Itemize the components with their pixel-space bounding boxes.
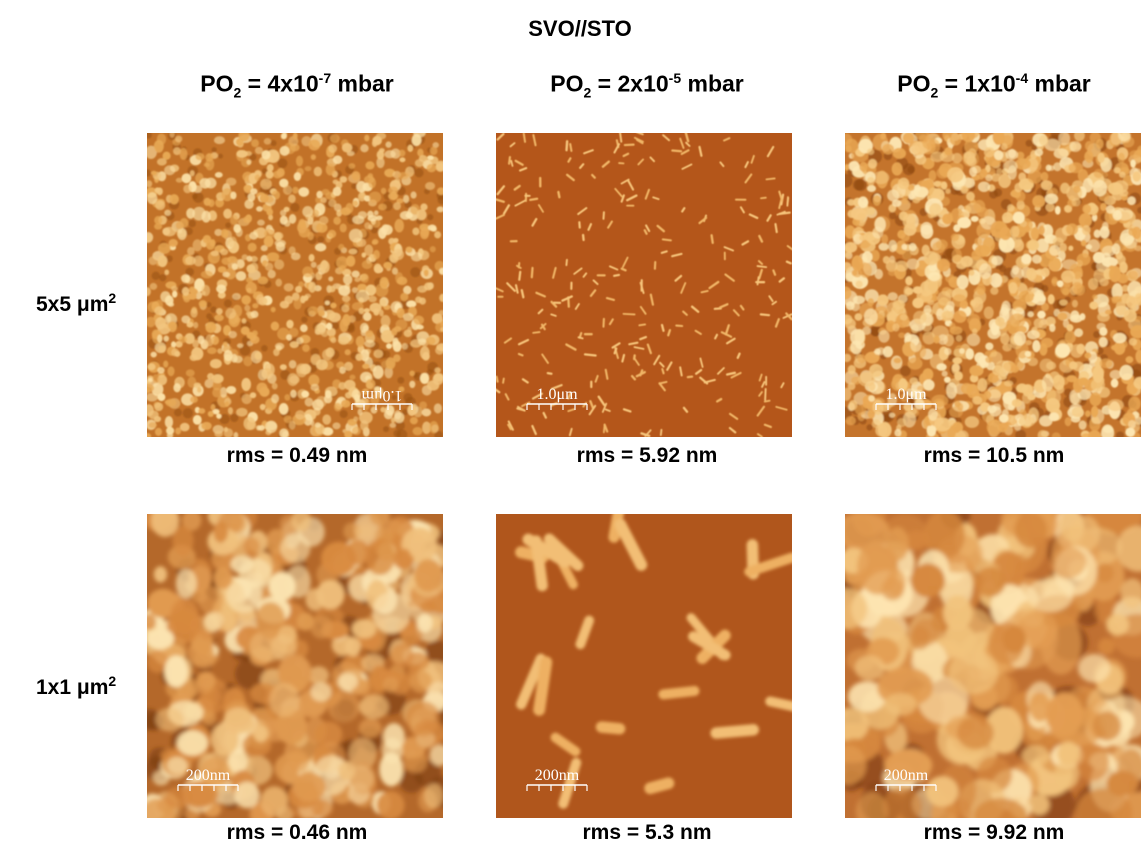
header-subscript: 2 bbox=[930, 84, 938, 100]
rms-caption: rms = 5.3 nm bbox=[583, 821, 712, 845]
rms-caption: rms = 5.92 nm bbox=[577, 444, 718, 468]
column-header: PO2 = 2x10-5 mbar bbox=[550, 70, 744, 100]
scale-bar: 1.0μm bbox=[351, 387, 413, 411]
header-text: PO bbox=[550, 71, 583, 97]
scale-bar: 200nm bbox=[526, 768, 588, 792]
column-header: PO2 = 1x10-4 mbar bbox=[897, 70, 1091, 100]
scale-bar: 200nm bbox=[875, 768, 937, 792]
column-header: PO2 = 4x10-7 mbar bbox=[200, 70, 394, 100]
row-label-text: 5x5 μm bbox=[36, 293, 108, 316]
row-label: 1x1 μm2 bbox=[36, 673, 116, 700]
scale-bar-label: 1.0μm bbox=[526, 387, 588, 403]
row-label-text: 1x1 μm bbox=[36, 676, 108, 699]
header-superscript: -4 bbox=[1016, 70, 1028, 86]
scale-bar-line bbox=[526, 784, 588, 792]
scale-bar-line bbox=[875, 784, 937, 792]
scale-bar-line bbox=[177, 784, 239, 792]
scale-bar: 1.0μm bbox=[526, 387, 588, 411]
scale-bar-label: 1.0μm bbox=[351, 387, 413, 403]
header-superscript: -5 bbox=[669, 70, 681, 86]
rms-caption: rms = 10.5 nm bbox=[924, 444, 1065, 468]
afm-image: 1.0μm bbox=[496, 133, 792, 437]
afm-image: 1.0μm bbox=[845, 133, 1141, 437]
row-label-superscript: 2 bbox=[108, 290, 116, 306]
rms-caption: rms = 0.49 nm bbox=[227, 444, 368, 468]
scale-bar-label: 200nm bbox=[526, 768, 588, 784]
header-text: PO bbox=[897, 71, 930, 97]
header-superscript: -7 bbox=[319, 70, 331, 86]
scale-bar-label: 200nm bbox=[875, 768, 937, 784]
figure-title: SVO//STO bbox=[528, 16, 632, 42]
header-text: mbar bbox=[1028, 71, 1091, 97]
scale-bar-line bbox=[351, 403, 413, 411]
afm-image: 200nm bbox=[496, 514, 792, 818]
scale-bar: 200nm bbox=[177, 768, 239, 792]
header-text: = 1x10 bbox=[938, 71, 1015, 97]
header-text: PO bbox=[200, 71, 233, 97]
figure: SVO//STO PO2 = 4x10-7 mbarPO2 = 2x10-5 m… bbox=[0, 0, 1142, 847]
scale-bar: 1.0μm bbox=[875, 387, 937, 411]
scale-bar-label: 1.0μm bbox=[875, 387, 937, 403]
header-text: = 2x10 bbox=[591, 71, 668, 97]
row-label-superscript: 2 bbox=[108, 673, 116, 689]
header-subscript: 2 bbox=[583, 84, 591, 100]
scale-bar-label: 200nm bbox=[177, 768, 239, 784]
rms-caption: rms = 9.92 nm bbox=[924, 821, 1065, 845]
afm-image: 200nm bbox=[147, 514, 443, 818]
scale-bar-line bbox=[875, 403, 937, 411]
header-text: mbar bbox=[681, 71, 744, 97]
afm-image: 200nm bbox=[845, 514, 1141, 818]
header-subscript: 2 bbox=[233, 84, 241, 100]
scale-bar-line bbox=[526, 403, 588, 411]
header-text: = 4x10 bbox=[241, 71, 318, 97]
rms-caption: rms = 0.46 nm bbox=[227, 821, 368, 845]
row-label: 5x5 μm2 bbox=[36, 290, 116, 317]
header-text: mbar bbox=[331, 71, 394, 97]
afm-image: 1.0μm bbox=[147, 133, 443, 437]
